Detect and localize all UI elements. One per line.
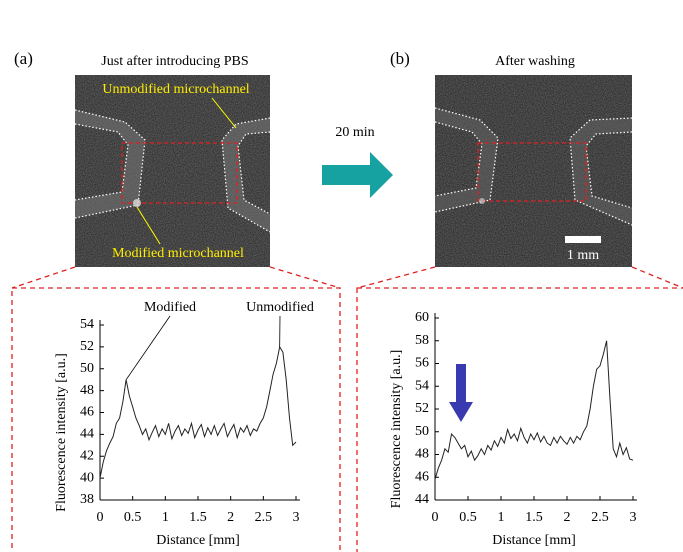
y-tick-label: 44: [415, 492, 429, 507]
x-tick-label: 0: [432, 510, 439, 525]
micrograph: [434, 75, 633, 267]
x-axis-label: Distance [mm]: [492, 533, 576, 548]
y-axis-label: Fluorescence intensity [a.u.]: [389, 350, 404, 509]
y-tick-label: 54: [415, 378, 429, 393]
x-axis-label: Distance [mm]: [156, 533, 240, 548]
y-tick-label: 60: [415, 310, 429, 325]
x-tick-label: 3: [293, 510, 300, 525]
x-tick-label: 3: [630, 510, 637, 525]
y-tick-label: 50: [80, 361, 94, 376]
x-tick-label: 1: [162, 510, 169, 525]
x-tick-label: 1.5: [525, 510, 543, 525]
highlight-arrow: [449, 364, 473, 422]
y-tick-label: 44: [80, 427, 94, 442]
y-axis-label: Fluorescence intensity [a.u.]: [54, 353, 69, 512]
y-tick-label: 46: [80, 405, 94, 420]
annotation: Modified: [144, 300, 196, 315]
x-tick-label: 2: [227, 510, 234, 525]
image-title: After washing: [495, 54, 575, 69]
y-tick-label: 46: [415, 469, 429, 484]
data-line: [434, 340, 634, 480]
annotation-leader: [125, 315, 171, 380]
image-title: Just after introducing PBS: [101, 54, 248, 69]
x-tick-label: 2.5: [255, 510, 273, 525]
x-tick-label: 1.5: [189, 510, 207, 525]
y-tick-label: 50: [415, 424, 429, 439]
x-tick-label: 2: [564, 510, 571, 525]
scale-bar-label: 1 mm: [567, 248, 599, 263]
y-tick-label: 48: [80, 383, 94, 398]
x-tick-label: 2.5: [591, 510, 609, 525]
panel-label: (a): [14, 49, 33, 68]
annotation: Unmodified: [246, 300, 314, 315]
y-tick-label: 40: [80, 470, 94, 485]
image-annotation: Modified microchannel: [112, 246, 244, 261]
y-tick-label: 56: [415, 356, 429, 371]
micrograph: [74, 75, 271, 267]
y-tick-label: 52: [80, 339, 94, 354]
y-tick-label: 54: [80, 317, 94, 332]
y-tick-label: 42: [80, 448, 94, 463]
x-tick-label: 1: [498, 510, 505, 525]
image-annotation: Unmodified microchannel: [102, 82, 249, 97]
process-arrow: [322, 152, 393, 198]
panel-label: (b): [390, 49, 410, 68]
x-tick-label: 0.5: [459, 510, 477, 525]
x-tick-label: 0.5: [124, 510, 142, 525]
time-label: 20 min: [335, 125, 374, 140]
zoom-frame: [11, 266, 683, 552]
x-tick-label: 0: [97, 510, 104, 525]
y-tick-label: 58: [415, 333, 429, 348]
y-tick-label: 52: [415, 401, 429, 416]
y-tick-label: 48: [415, 447, 429, 462]
data-line: [99, 345, 297, 479]
y-tick-label: 38: [80, 492, 94, 507]
